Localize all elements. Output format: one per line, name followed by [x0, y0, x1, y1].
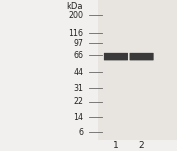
- Text: 2: 2: [139, 141, 144, 150]
- Text: kDa: kDa: [67, 2, 83, 11]
- Text: 116: 116: [68, 29, 83, 38]
- Text: 22: 22: [73, 97, 83, 106]
- Text: 6: 6: [78, 128, 83, 137]
- Text: 66: 66: [73, 51, 83, 60]
- Text: 31: 31: [73, 84, 83, 93]
- Bar: [98, 0, 177, 140]
- Text: 200: 200: [68, 11, 83, 20]
- Text: 44: 44: [73, 68, 83, 77]
- FancyBboxPatch shape: [130, 53, 154, 60]
- Text: 14: 14: [73, 112, 83, 122]
- Text: 1: 1: [113, 141, 119, 150]
- FancyBboxPatch shape: [104, 53, 128, 60]
- Text: 97: 97: [73, 39, 83, 48]
